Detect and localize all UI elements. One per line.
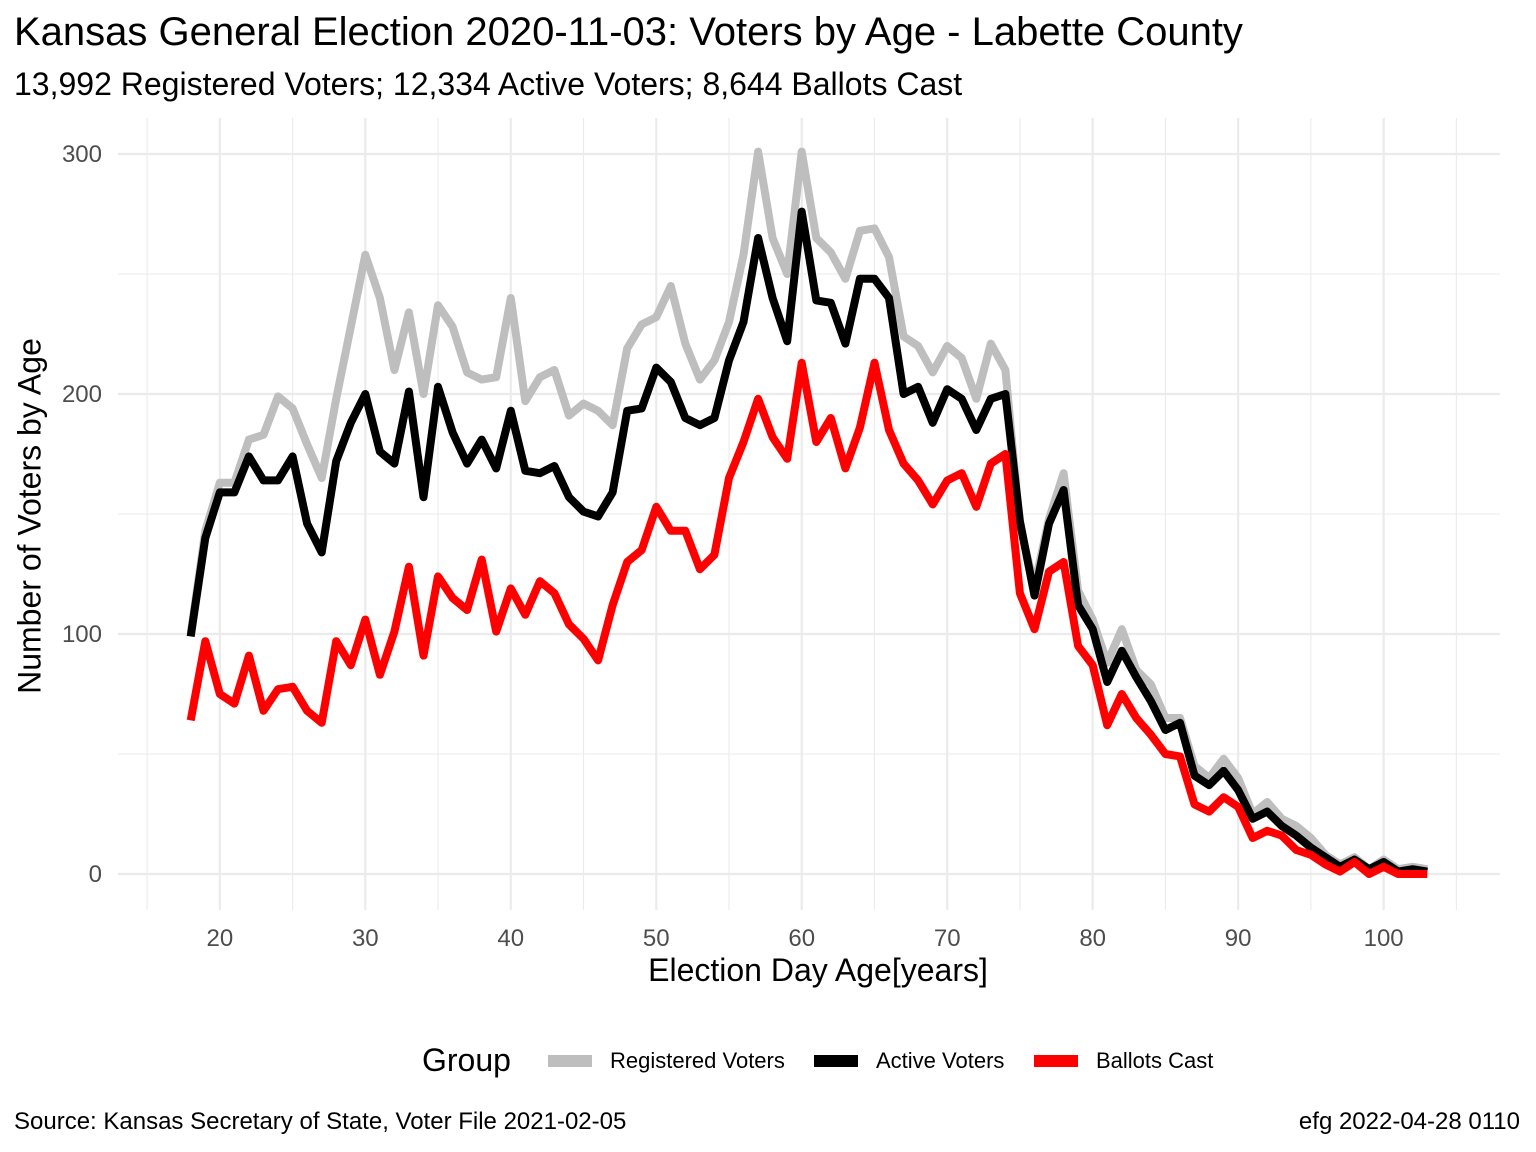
x-tick-label: 20	[206, 925, 233, 952]
series-lines	[186, 147, 1428, 878]
x-tick-label: 50	[643, 925, 670, 952]
legend: Group Registered Voters Active Voters Ba…	[0, 1040, 1536, 1086]
x-tick-label: 30	[352, 925, 379, 952]
y-axis-ticks: 0 100 200 300	[62, 141, 102, 888]
x-tick-label: 100	[1364, 925, 1404, 952]
y-axis-label: Number of Voters by Age	[11, 338, 48, 694]
legend-label-ballots: Ballots Cast	[1096, 1048, 1214, 1073]
legend-swatch-active	[814, 1055, 858, 1067]
chart-subtitle: 13,992 Registered Voters; 12,334 Active …	[14, 66, 963, 102]
series-line-ballots	[186, 358, 1428, 878]
legend-item-active: Active Voters	[814, 1046, 1004, 1076]
series-line-registered	[186, 147, 1428, 874]
y-tick-label: 0	[89, 861, 102, 888]
legend-item-registered: Registered Voters	[548, 1046, 785, 1076]
legend-swatch-registered	[548, 1055, 592, 1067]
x-axis-label: Election Day Age[years]	[648, 952, 988, 988]
legend-swatch-ballots	[1034, 1055, 1078, 1067]
series-line-active	[186, 207, 1428, 876]
source-caption: Source: Kansas Secretary of State, Voter…	[14, 1108, 627, 1135]
legend-title: Group	[422, 1042, 511, 1078]
y-tick-label: 200	[62, 381, 102, 408]
y-tick-label: 100	[62, 621, 102, 648]
legend-label-registered: Registered Voters	[610, 1048, 785, 1073]
legend-label-active: Active Voters	[876, 1048, 1005, 1073]
x-tick-label: 70	[934, 925, 961, 952]
credit-caption: efg 2022-04-28 0110	[1298, 1108, 1520, 1135]
x-tick-label: 80	[1079, 925, 1106, 952]
chart-title: Kansas General Election 2020-11-03: Vote…	[14, 10, 1243, 54]
x-tick-label: 60	[788, 925, 815, 952]
legend-item-ballots: Ballots Cast	[1034, 1046, 1213, 1076]
x-tick-label: 40	[497, 925, 524, 952]
x-tick-label: 90	[1225, 925, 1252, 952]
x-axis-ticks: 20 30 40 50 60 70 80 90 100	[206, 925, 1403, 952]
y-tick-label: 300	[62, 141, 102, 168]
